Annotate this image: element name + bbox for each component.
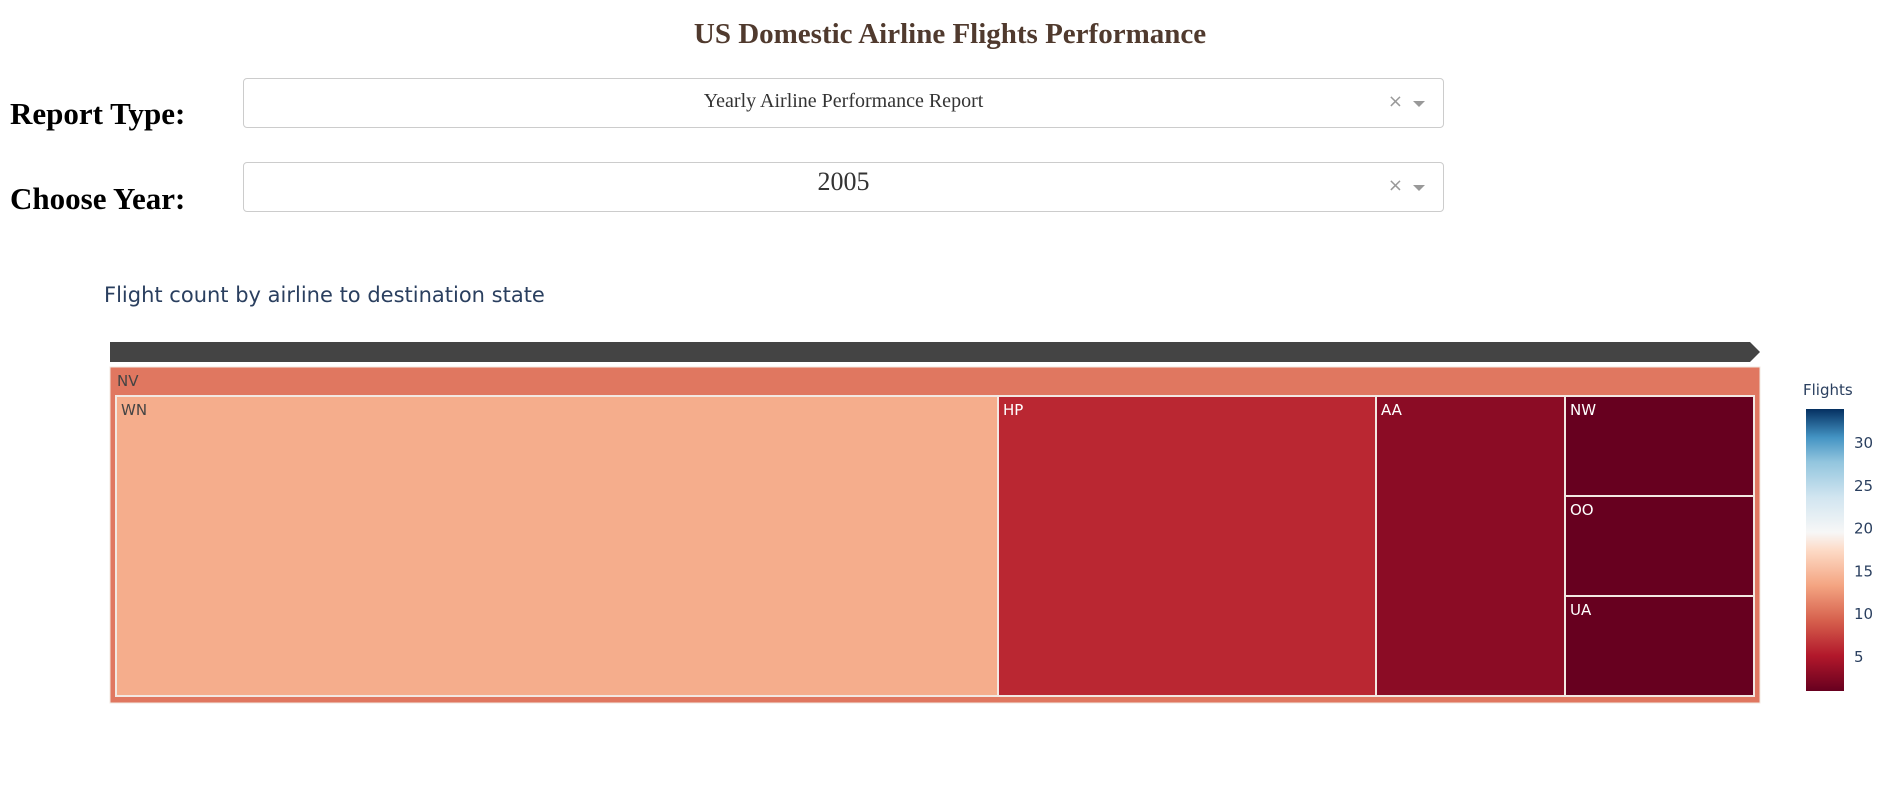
treemap-tile-wn (115, 395, 999, 697)
treemap-label-wn: WN (121, 401, 147, 419)
treemap-label-oo: OO (1570, 501, 1594, 519)
year-label: Choose Year: (10, 181, 186, 216)
treemap-label-ua: UA (1570, 601, 1592, 619)
treemap-tile-aa (1375, 395, 1566, 697)
treemap-label-hp: HP (1003, 401, 1023, 419)
treemap-root-label: NV (117, 372, 139, 390)
treemap-tile-hp (997, 395, 1377, 697)
treemap-label-nw: NW (1570, 401, 1596, 419)
colorbar-tick-label: 30 (1854, 434, 1873, 452)
year-dropdown[interactable]: 2005 × (243, 162, 1444, 212)
colorbar-tick-label: 10 (1854, 605, 1873, 623)
treemap-label-aa: AA (1381, 401, 1403, 419)
clear-icon[interactable]: × (1387, 175, 1403, 196)
chart-title: Flight count by airline to destination s… (104, 283, 545, 307)
report-type-value: Yearly Airline Performance Report (703, 90, 984, 112)
colorbar-tick-label: 20 (1854, 520, 1873, 538)
chevron-down-icon[interactable] (1413, 101, 1425, 107)
colorbar-title: Flights (1803, 381, 1853, 399)
year-value: 2005 (817, 167, 870, 196)
report-type-label: Report Type: (10, 96, 186, 131)
report-type-dropdown[interactable]: Yearly Airline Performance Report × (243, 78, 1444, 128)
treemap-tile-oo (1564, 495, 1755, 597)
page-title: US Domestic Airline Flights Performance (693, 18, 1207, 50)
chevron-down-icon[interactable] (1413, 185, 1425, 191)
clear-icon[interactable]: × (1387, 91, 1403, 112)
colorbar-tick-label: 5 (1854, 648, 1864, 666)
colorbar-tick-label: 15 (1854, 562, 1873, 580)
colorbar-tick-label: 25 (1854, 477, 1873, 495)
colorbar (1806, 409, 1844, 691)
treemap-tile-ua (1564, 595, 1755, 697)
pathbar (110, 342, 1760, 362)
